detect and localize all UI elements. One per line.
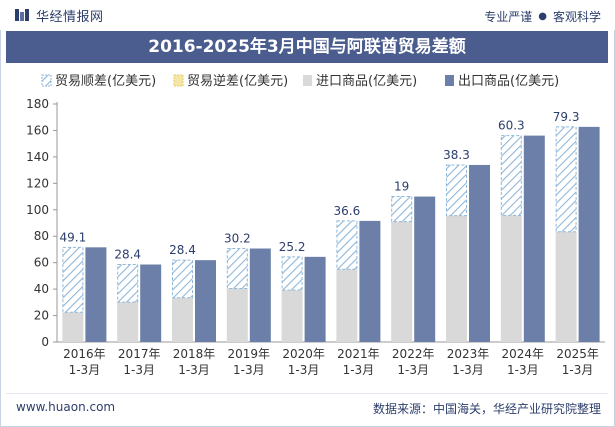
- legend-swatch: [173, 74, 184, 87]
- surplus-data-label: 49.1: [60, 230, 87, 244]
- import-bar: [117, 302, 139, 342]
- x-tick-label: 2024年: [502, 347, 545, 361]
- chart-bars: [62, 126, 600, 342]
- surplus-data-label: 25.2: [279, 240, 306, 254]
- surplus-bar: [117, 264, 139, 303]
- surplus-data-label: 19: [394, 180, 409, 194]
- slogan-dot-icon: ●: [538, 11, 547, 22]
- surplus-data-label: 79.3: [553, 110, 580, 124]
- x-tick-label: 1-3月: [178, 363, 210, 377]
- import-bar: [555, 231, 577, 342]
- surplus-bar: [500, 135, 522, 216]
- chart-data-labels: 49.1 28.4 28.4 30.2 25.2 36.6 19 38.3 60.3 79.3: [60, 110, 580, 262]
- legend-swatch: [303, 75, 312, 86]
- legend-label: 进口商品(亿美元): [316, 74, 417, 89]
- y-tick-label: 120: [26, 176, 49, 190]
- bar-chart: 贸易顺差(亿美元) 贸易逆差(亿美元) 进口商品(亿美元) 出口商品(亿美元) 0 20…: [26, 73, 605, 377]
- export-bar: [304, 256, 326, 342]
- y-tick-label: 0: [41, 335, 49, 349]
- y-tick-label: 60: [34, 256, 49, 270]
- x-tick-label: 2018年: [173, 347, 216, 361]
- surplus-bar: [172, 259, 193, 299]
- legend-swatch: [41, 74, 52, 87]
- brand-logo[interactable]: 华经情报网: [14, 7, 104, 25]
- y-tick-label: 180: [26, 97, 49, 111]
- legend-label: 出口商品(亿美元): [458, 74, 559, 89]
- x-tick-label: 1-3月: [397, 363, 429, 377]
- x-tick-label: 2016年: [63, 347, 106, 361]
- import-bar: [336, 269, 358, 342]
- x-tick-label: 1-3月: [562, 363, 594, 377]
- brand-name: 华经情报网: [36, 9, 104, 25]
- slogan-right: 客观科学: [552, 10, 601, 24]
- x-tick-label: 2022年: [392, 347, 435, 361]
- surplus-bar: [62, 246, 84, 313]
- import-bar: [226, 288, 248, 342]
- brand-logo-icon: [15, 9, 29, 21]
- legend-swatch: [445, 75, 454, 86]
- slogan: 专业严谨 ● 客观科学: [484, 8, 601, 25]
- title-bar: 2016-2025年3月中国与阿联酋贸易差额: [6, 31, 608, 63]
- surplus-bar: [226, 248, 248, 289]
- surplus-bar: [555, 126, 577, 233]
- export-bar: [140, 264, 162, 342]
- chart-legend: 贸易顺差(亿美元) 贸易逆差(亿美元) 进口商品(亿美元) 出口商品(亿美元): [41, 73, 559, 89]
- x-tick-label: 1-3月: [233, 363, 265, 377]
- export-bar: [195, 260, 216, 342]
- surplus-bar: [336, 220, 358, 270]
- chart-title: 2016-2025年3月中国与阿联酋贸易差额: [148, 37, 466, 57]
- x-tick-label: 2025年: [556, 347, 599, 361]
- surplus-data-label: 38.3: [443, 148, 470, 162]
- top-bar: 华经情报网 专业严谨 ● 客观科学: [0, 0, 615, 30]
- x-tick-label: 2019年: [228, 347, 271, 361]
- y-tick-label: 100: [26, 203, 49, 217]
- y-tick-label: 20: [34, 309, 49, 323]
- surplus-data-label: 30.2: [224, 232, 251, 246]
- surplus-bar: [281, 256, 303, 291]
- surplus-data-label: 28.4: [114, 248, 141, 262]
- footer-divider: [6, 393, 608, 394]
- slogan-left: 专业严谨: [484, 10, 533, 24]
- import-bar: [281, 290, 303, 342]
- x-tick-label: 1-3月: [452, 363, 484, 377]
- chart-axes: 0 20 40 60 80 100 120 140 160 180 2016年 1-3月 2017年 1-…: [26, 97, 605, 377]
- x-tick-label: 1-3月: [343, 363, 375, 377]
- import-bar: [446, 215, 467, 342]
- surplus-bar: [446, 164, 467, 217]
- export-bar: [359, 220, 381, 342]
- export-bar: [578, 126, 600, 342]
- x-tick-label: 2020年: [282, 347, 325, 361]
- export-bar: [469, 164, 490, 342]
- x-tick-label: 2017年: [118, 347, 161, 361]
- import-bar: [172, 297, 193, 342]
- export-bar: [249, 248, 271, 342]
- y-tick-label: 40: [34, 282, 49, 296]
- legend-label: 贸易顺差(亿美元): [55, 74, 156, 89]
- export-bar: [414, 196, 436, 342]
- x-tick-label: 1-3月: [123, 363, 155, 377]
- y-tick-label: 80: [34, 229, 49, 243]
- import-bar: [391, 221, 413, 342]
- import-bar: [500, 215, 522, 342]
- import-bar: [62, 312, 84, 342]
- legend-label: 贸易逆差(亿美元): [187, 73, 288, 89]
- x-tick-label: 1-3月: [507, 363, 539, 377]
- x-tick-label: 2021年: [337, 347, 380, 361]
- export-bar: [85, 247, 107, 342]
- y-tick-label: 160: [26, 123, 49, 137]
- x-tick-label: 2023年: [447, 347, 490, 361]
- surplus-data-label: 36.6: [334, 204, 361, 218]
- x-tick-label: 1-3月: [288, 363, 320, 377]
- footer-website[interactable]: www.huaon.com: [16, 400, 116, 414]
- y-tick-label: 140: [26, 150, 49, 164]
- surplus-bar: [391, 196, 413, 223]
- export-bar: [523, 135, 545, 342]
- surplus-data-label: 28.4: [169, 243, 196, 257]
- footer-source: 数据来源：中国海关，华经产业研究院整理: [372, 402, 601, 416]
- surplus-data-label: 60.3: [498, 119, 525, 133]
- x-tick-label: 1-3月: [69, 363, 101, 377]
